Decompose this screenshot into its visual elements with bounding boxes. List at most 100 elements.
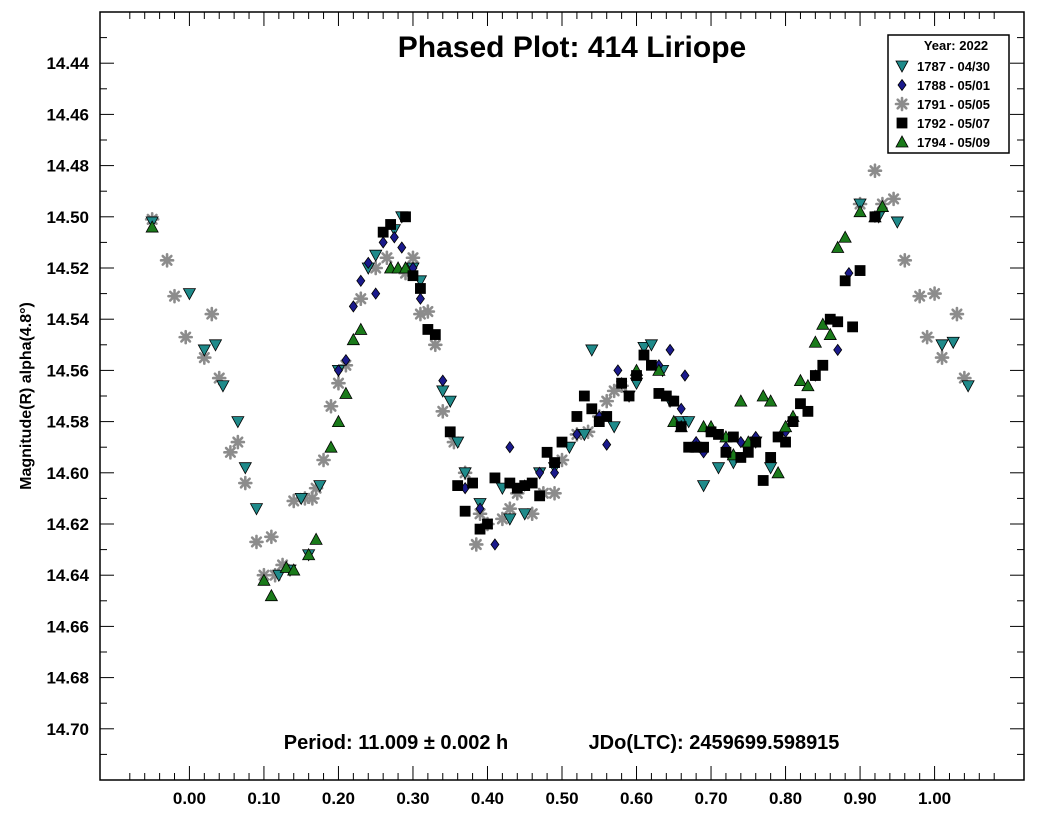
data-point — [897, 253, 913, 268]
data-point — [467, 477, 479, 489]
data-point — [765, 451, 777, 463]
data-point — [230, 434, 246, 450]
x-tick-label: 0.90 — [844, 789, 877, 808]
x-tick-label: 0.00 — [173, 789, 206, 808]
data-point — [178, 329, 193, 345]
data-point — [526, 477, 538, 489]
data-point — [750, 436, 762, 448]
data-point — [469, 537, 484, 552]
legend-title: Year: 2022 — [924, 38, 988, 53]
y-tick-label: 14.48 — [46, 157, 89, 176]
y-tick-label: 14.68 — [46, 669, 89, 688]
x-tick-labels: 0.00 0.10 0.20 0.30 0.40 0.50 0.60 0.70 0.80 0.90… — [173, 789, 951, 808]
data-point — [712, 428, 724, 440]
y-tick-labels: 14.44 14.46 14.48 14.50 14.52 14.54 14.56 14.58… — [46, 54, 89, 739]
data-point — [623, 390, 635, 402]
data-point — [428, 337, 443, 353]
legend-label: 1791 - 05/05 — [917, 97, 990, 112]
data-point — [720, 446, 732, 458]
x-tick-label: 0.10 — [247, 789, 280, 808]
data-point — [839, 275, 851, 287]
data-point — [757, 474, 769, 486]
chart-title: Phased Plot: 414 Liriope — [398, 31, 746, 64]
data-point — [452, 480, 464, 492]
legend-marker-1791 — [894, 96, 910, 112]
data-point — [809, 370, 821, 382]
data-point — [802, 405, 814, 417]
y-tick-label: 14.56 — [46, 361, 89, 380]
data-point — [780, 436, 792, 448]
data-point — [817, 359, 829, 371]
data-point — [599, 393, 615, 409]
data-point — [727, 431, 739, 443]
legend-marker-1792 — [896, 117, 908, 129]
y-tick-label: 14.52 — [46, 259, 89, 278]
data-point — [481, 518, 493, 530]
tick-marks — [100, 12, 1024, 780]
data-point — [847, 321, 859, 333]
data-point — [586, 403, 598, 415]
data-point — [556, 436, 568, 448]
data-point — [407, 270, 419, 282]
y-axis-title: Magnitude(R) alpha(4.8°) — [18, 302, 35, 490]
x-tick-label: 0.60 — [620, 789, 653, 808]
legend-label: 1787 - 04/30 — [917, 59, 990, 74]
data-point — [444, 426, 456, 438]
x-tick-label: 0.80 — [769, 789, 802, 808]
y-tick-label: 14.60 — [46, 464, 89, 483]
data-point — [742, 446, 754, 458]
data-point — [159, 253, 175, 268]
data-point — [264, 529, 279, 545]
x-tick-label: 1.00 — [918, 789, 951, 808]
y-tick-label: 14.70 — [46, 720, 89, 739]
y-tick-label: 14.46 — [46, 105, 89, 124]
x-tick-label: 0.70 — [694, 789, 727, 808]
data-point — [414, 282, 426, 294]
data-point — [949, 306, 965, 322]
data-point — [249, 534, 264, 550]
data-point — [204, 306, 220, 322]
data-point — [631, 370, 643, 382]
jdo-annotation: JDo(LTC): 2459699.598915 — [589, 732, 840, 754]
data-point — [912, 288, 927, 304]
data-point — [323, 398, 339, 414]
x-tick-label: 0.20 — [322, 789, 355, 808]
data-point — [645, 359, 657, 371]
data-point — [429, 329, 441, 341]
data-point — [787, 416, 799, 428]
data-point — [420, 304, 436, 319]
x-tick-label: 0.40 — [471, 789, 504, 808]
data-point — [547, 485, 562, 501]
legend: Year: 2022 1787 - 04/30 1788 - 05/01 1791 … — [887, 34, 1010, 154]
data-point — [502, 501, 518, 516]
data-point — [305, 491, 320, 506]
y-tick-label: 14.64 — [46, 566, 89, 585]
data-point — [578, 390, 590, 402]
legend-box — [887, 34, 1010, 154]
data-point — [869, 211, 881, 223]
y-tick-label: 14.44 — [46, 54, 89, 73]
data-point — [698, 441, 710, 453]
plot-frame — [99, 11, 1025, 781]
data-point — [489, 472, 501, 484]
y-tick-label: 14.50 — [46, 208, 89, 227]
data-point — [549, 457, 561, 469]
data-point — [919, 329, 935, 345]
data-point — [638, 349, 650, 361]
data-point — [331, 375, 346, 391]
period-annotation: Period: 11.009 ± 0.002 h — [284, 732, 508, 754]
y-tick-label: 14.66 — [46, 617, 89, 636]
data-point — [459, 505, 471, 517]
data-point — [854, 265, 866, 277]
data-point — [675, 421, 687, 433]
data-point — [385, 218, 397, 230]
data-point — [167, 288, 182, 304]
y-tick-label: 14.62 — [46, 515, 89, 534]
data-point — [601, 410, 613, 422]
data-point — [541, 446, 553, 458]
data-point — [435, 404, 451, 419]
data-point — [886, 191, 901, 207]
data-point — [927, 286, 942, 301]
data-point — [379, 250, 395, 266]
